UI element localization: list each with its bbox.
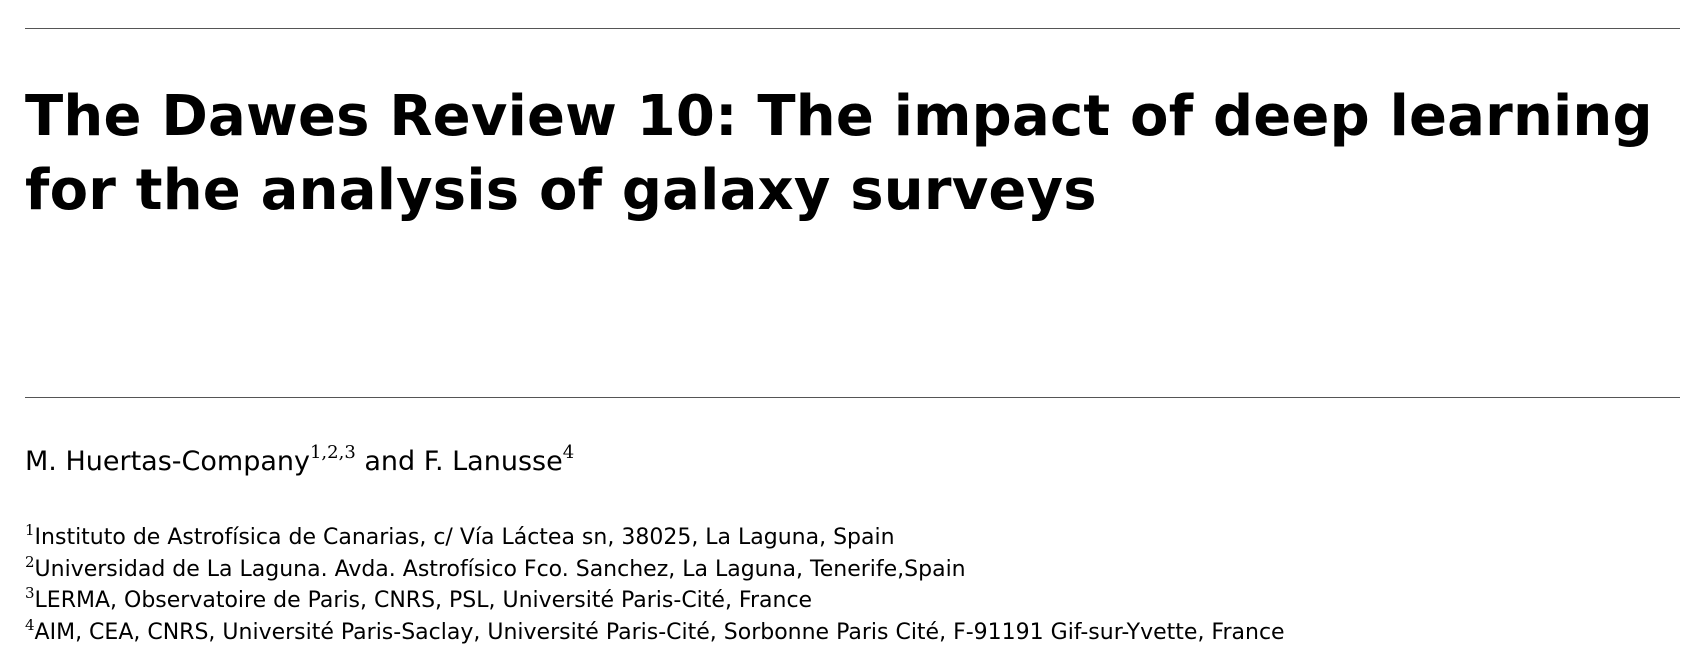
author-name: M. Huertas-Company [25, 446, 310, 477]
author-line: M. Huertas-Company1,2,3 and F. Lanusse4 [25, 444, 574, 480]
affiliation-item: 3LERMA, Observatoire de Paris, CNRS, PSL… [25, 585, 1285, 617]
affiliation-text: LERMA, Observatoire de Paris, CNRS, PSL,… [34, 588, 813, 613]
affiliation-text: AIM, CEA, CNRS, Université Paris-Saclay,… [34, 619, 1285, 645]
top-rule [25, 28, 1680, 29]
author-affiliation-marks: 1,2,3 [309, 442, 356, 463]
author-name: F. Lanusse [423, 446, 563, 477]
paper-title: The Dawes Review 10: The impact of deep … [25, 84, 1653, 223]
affiliation-number: 2 [25, 552, 35, 571]
affiliation-text: Instituto de Astrofísica de Canarias, c/… [34, 525, 895, 550]
affiliation-item: 1Instituto de Astrofísica de Canarias, c… [25, 522, 1285, 554]
author-separator: and [364, 446, 416, 477]
affiliation-item: 4AIM, CEA, CNRS, Université Paris-Saclay… [25, 617, 1285, 649]
title-bottom-rule [25, 397, 1680, 398]
affiliation-item: 2Universidad de La Laguna. Avda. Astrofí… [25, 554, 1285, 586]
affiliation-number: 1 [25, 521, 35, 539]
affiliation-number: 3 [25, 584, 35, 602]
affiliation-text: Universidad de La Laguna. Avda. Astrofís… [34, 556, 966, 582]
author-affiliation-marks: 4 [562, 442, 575, 463]
affiliation-number: 4 [25, 615, 35, 634]
affiliation-list: 1Instituto de Astrofísica de Canarias, c… [25, 522, 1285, 648]
